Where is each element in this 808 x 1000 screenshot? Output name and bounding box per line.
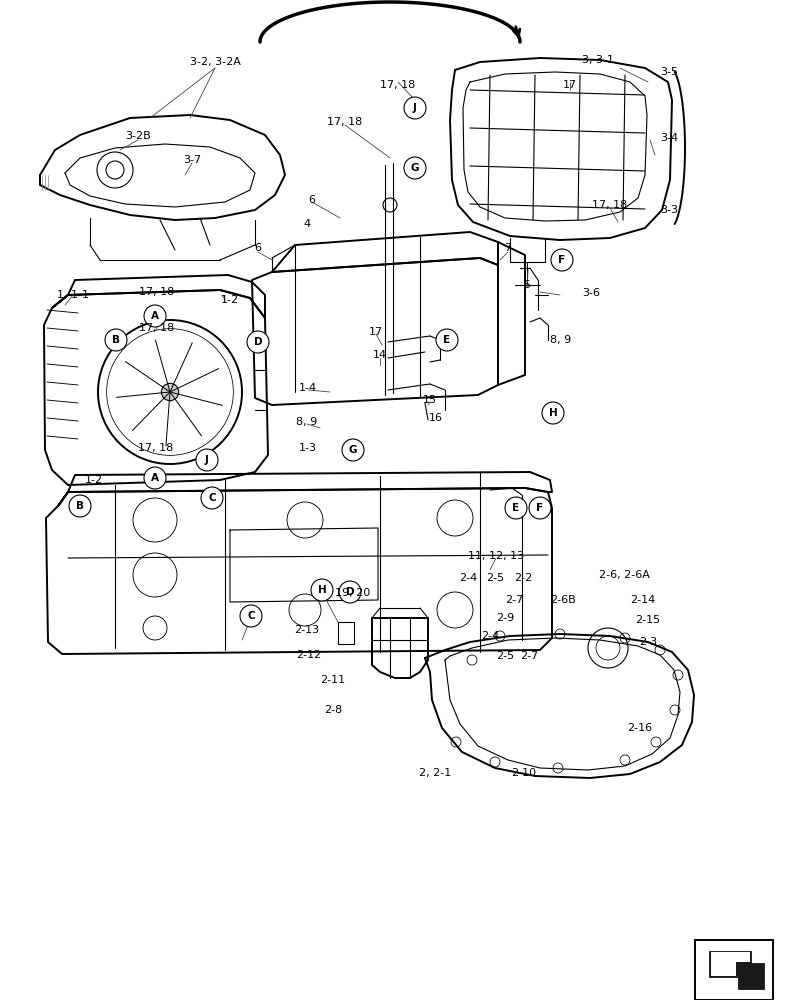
Circle shape	[404, 157, 426, 179]
Text: 8, 9: 8, 9	[550, 335, 571, 345]
Text: 17: 17	[369, 327, 383, 337]
Text: 2-12: 2-12	[297, 650, 322, 660]
Text: H: H	[549, 408, 558, 418]
Text: 3, 3-1: 3, 3-1	[582, 55, 614, 65]
Text: B: B	[112, 335, 120, 345]
Text: 2-6B: 2-6B	[550, 595, 576, 605]
Text: 8, 9: 8, 9	[297, 417, 318, 427]
Text: H: H	[318, 585, 326, 595]
Text: 1-2: 1-2	[221, 295, 239, 305]
Text: 2-2: 2-2	[514, 573, 532, 583]
Text: D: D	[346, 587, 355, 597]
Bar	[338, 622, 354, 644]
Text: 3-2, 3-2A: 3-2, 3-2A	[190, 57, 241, 67]
Text: J: J	[413, 103, 417, 113]
Text: 17, 18: 17, 18	[139, 287, 175, 297]
Text: 2-7: 2-7	[505, 595, 523, 605]
Text: G: G	[410, 163, 419, 173]
Text: E: E	[444, 335, 451, 345]
Text: F: F	[537, 503, 544, 513]
Circle shape	[105, 329, 127, 351]
Text: G: G	[349, 445, 357, 455]
Text: E: E	[512, 503, 520, 513]
Text: 3-3: 3-3	[660, 205, 678, 215]
Circle shape	[201, 487, 223, 509]
Text: 4: 4	[304, 219, 310, 229]
Circle shape	[505, 497, 527, 519]
Circle shape	[529, 497, 551, 519]
Circle shape	[162, 383, 179, 401]
Text: 14: 14	[373, 350, 387, 360]
Text: 3-7: 3-7	[183, 155, 201, 165]
Text: 17: 17	[563, 80, 577, 90]
Text: 2-15: 2-15	[635, 615, 661, 625]
Text: 2-5: 2-5	[496, 651, 514, 661]
Circle shape	[551, 249, 573, 271]
Bar	[695, 940, 773, 1000]
Text: 3-4: 3-4	[660, 133, 678, 143]
Text: 1-3: 1-3	[299, 443, 317, 453]
Circle shape	[240, 605, 262, 627]
Text: 2-5: 2-5	[486, 573, 504, 583]
Text: A: A	[151, 311, 159, 321]
Text: 3-6: 3-6	[582, 288, 600, 298]
Text: 19, 20: 19, 20	[335, 588, 371, 598]
Text: 2-6, 2-6A: 2-6, 2-6A	[599, 570, 650, 580]
Text: 2-13: 2-13	[294, 625, 319, 635]
Circle shape	[144, 305, 166, 327]
Text: 2-3: 2-3	[639, 637, 657, 647]
Text: 2-9: 2-9	[496, 613, 514, 623]
Circle shape	[196, 449, 218, 471]
Text: 16: 16	[429, 413, 443, 423]
Circle shape	[542, 402, 564, 424]
Text: C: C	[208, 493, 216, 503]
Text: 6: 6	[309, 195, 315, 205]
Text: 17, 18: 17, 18	[139, 323, 175, 333]
Text: 1-4: 1-4	[299, 383, 317, 393]
Text: 15: 15	[423, 395, 437, 405]
Text: F: F	[558, 255, 566, 265]
Text: 3-5: 3-5	[660, 67, 678, 77]
Text: 2-7: 2-7	[520, 651, 538, 661]
Circle shape	[342, 439, 364, 461]
Text: B: B	[76, 501, 84, 511]
Circle shape	[404, 97, 426, 119]
Text: 3-2B: 3-2B	[125, 131, 151, 141]
Text: 2-14: 2-14	[630, 595, 655, 605]
Text: 17, 18: 17, 18	[327, 117, 363, 127]
Text: D: D	[254, 337, 263, 347]
Text: 2-10: 2-10	[511, 768, 537, 778]
Polygon shape	[710, 952, 750, 976]
Circle shape	[311, 579, 333, 601]
Text: J: J	[205, 455, 209, 465]
Text: 2-11: 2-11	[321, 675, 346, 685]
Text: 5: 5	[524, 280, 531, 290]
Text: 1, 1-1: 1, 1-1	[57, 290, 89, 300]
Polygon shape	[709, 951, 764, 989]
Text: 2-4: 2-4	[481, 631, 499, 641]
Circle shape	[144, 467, 166, 489]
Text: C: C	[247, 611, 255, 621]
Circle shape	[436, 329, 458, 351]
Text: 7: 7	[504, 243, 511, 253]
Text: 17, 18: 17, 18	[138, 443, 174, 453]
Circle shape	[339, 581, 361, 603]
Circle shape	[247, 331, 269, 353]
Text: 2-16: 2-16	[628, 723, 653, 733]
Text: 11, 12, 13: 11, 12, 13	[468, 551, 524, 561]
Text: A: A	[151, 473, 159, 483]
Text: 6: 6	[255, 243, 262, 253]
Text: 17, 18: 17, 18	[381, 80, 415, 90]
Text: 1-2: 1-2	[85, 475, 103, 485]
Text: 2-8: 2-8	[324, 705, 342, 715]
Text: 2-4: 2-4	[459, 573, 478, 583]
Text: 17, 18: 17, 18	[592, 200, 628, 210]
Circle shape	[69, 495, 91, 517]
Text: 2, 2-1: 2, 2-1	[419, 768, 451, 778]
